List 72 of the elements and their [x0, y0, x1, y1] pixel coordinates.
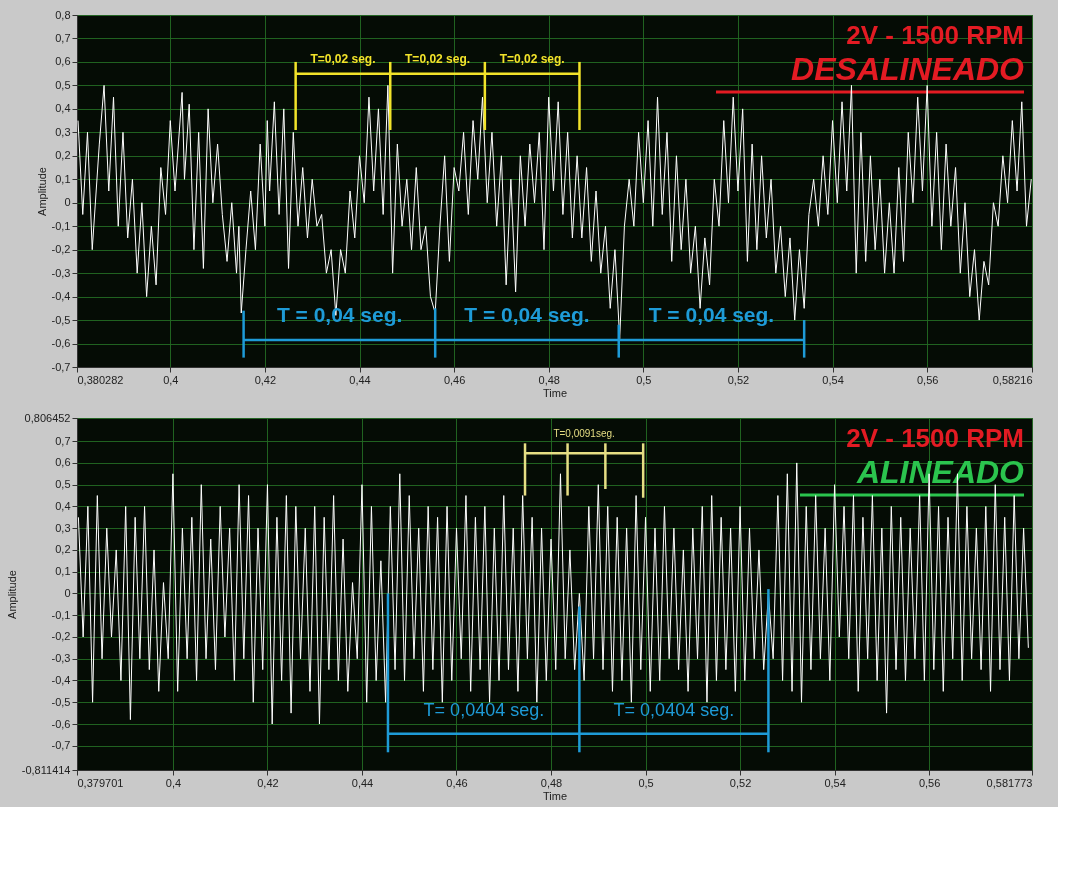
y-tick-label: -0,4 [51, 290, 71, 303]
y-tick-label: 0,6 [55, 55, 71, 68]
x-axis-title: Time [542, 386, 568, 399]
y-tick-label: 0,8 [55, 8, 71, 21]
y-tick-label: 0 [64, 196, 71, 209]
x-tick-label: 0,46 [446, 776, 468, 789]
y-tick-label: -0,7 [51, 360, 71, 373]
x-tick-label: 0,42 [254, 373, 277, 386]
x-tick-label: 0,44 [351, 776, 374, 789]
annotation: T= 0,0404 seg. [613, 699, 735, 720]
annotation: T=0,02 seg. [499, 51, 565, 66]
x-tick-label: 0,42 [257, 776, 279, 789]
x-tick-label: 0,48 [540, 776, 563, 789]
y-tick-label: -0,6 [51, 337, 71, 350]
y-tick-label: 0,806452 [24, 411, 71, 424]
y-tick-label: 0,1 [55, 172, 71, 185]
y-tick-label: -0,6 [51, 717, 71, 730]
x-tick-label: 0,52 [727, 373, 750, 386]
y-tick-label: 0,7 [55, 434, 71, 447]
y-tick-label: -0,3 [51, 652, 71, 665]
x-tick-label: 0,46 [443, 373, 466, 386]
chart-title: 2V - 1500 RPM [846, 423, 1024, 453]
x-axis-title: Time [542, 789, 568, 802]
annotation: T=0,0091seg. [553, 428, 615, 440]
y-tick-label: -0,2 [51, 630, 71, 643]
x-tick-label: 0,4 [163, 373, 179, 386]
x-tick-label: 0,54 [824, 776, 846, 789]
x-tick-label: 0,4 [165, 776, 182, 789]
y-tick-label: -0,4 [51, 673, 71, 686]
y-tick-label: 0,2 [55, 149, 71, 162]
x-tick-label: 0,380282 [77, 373, 124, 386]
y-tick-label: 0,1 [55, 565, 71, 578]
y-tick-label: 0,6 [55, 456, 71, 469]
annotation: T = 0,04 seg. [276, 303, 403, 327]
x-tick-label: 0,52 [729, 776, 752, 789]
y-tick-label: -0,7 [51, 739, 71, 752]
annotation: T=0,02 seg. [310, 51, 376, 66]
y-tick-label: 0,4 [55, 102, 71, 115]
x-tick-label: 0,44 [349, 373, 371, 386]
x-tick-label: 0,5 [638, 776, 654, 789]
chart-title: 2V - 1500 RPM [846, 20, 1024, 50]
annotation: T= 0,0404 seg. [423, 699, 545, 720]
y-tick-label: 0,2 [55, 543, 71, 556]
y-tick-label: 0,3 [55, 521, 71, 534]
y-tick-label: -0,1 [51, 219, 71, 232]
x-tick-label: 0,56 [918, 776, 941, 789]
y-tick-label: -0,5 [51, 313, 71, 326]
y-tick-label: 0,7 [55, 31, 71, 44]
x-tick-label: 0,5 [636, 373, 652, 386]
y-tick-label: 0,3 [55, 125, 71, 138]
x-tick-label: 0,54 [822, 373, 844, 386]
y-tick-label: 0,5 [55, 478, 71, 491]
x-tick-label: 0,56 [916, 373, 939, 386]
x-tick-label: 0,379701 [77, 776, 124, 789]
y-axis-title: Amplitude [5, 570, 18, 619]
y-tick-label: -0,2 [51, 243, 71, 256]
y-tick-label: 0,5 [55, 78, 71, 91]
x-tick-label: 0,581773 [986, 776, 1033, 789]
text: DESALINEADO [791, 51, 1025, 87]
y-tick-label: 0,4 [55, 499, 71, 512]
y-axis-title: Amplitude [35, 167, 48, 216]
y-tick-label: -0,3 [51, 266, 71, 279]
y-tick-label: -0,1 [51, 608, 71, 621]
y-tick-label: -0,811414 [21, 763, 71, 776]
y-tick-label: -0,5 [51, 695, 71, 708]
annotation: T = 0,04 seg. [464, 303, 590, 327]
annotation: T=0,02 seg. [405, 51, 471, 66]
y-tick-label: 0 [64, 586, 71, 599]
x-tick-label: 0,48 [538, 373, 560, 386]
annotation: T = 0,04 seg. [648, 303, 775, 327]
x-tick-label: 0,58216 [992, 373, 1033, 386]
text: ALINEADO [855, 454, 1025, 490]
